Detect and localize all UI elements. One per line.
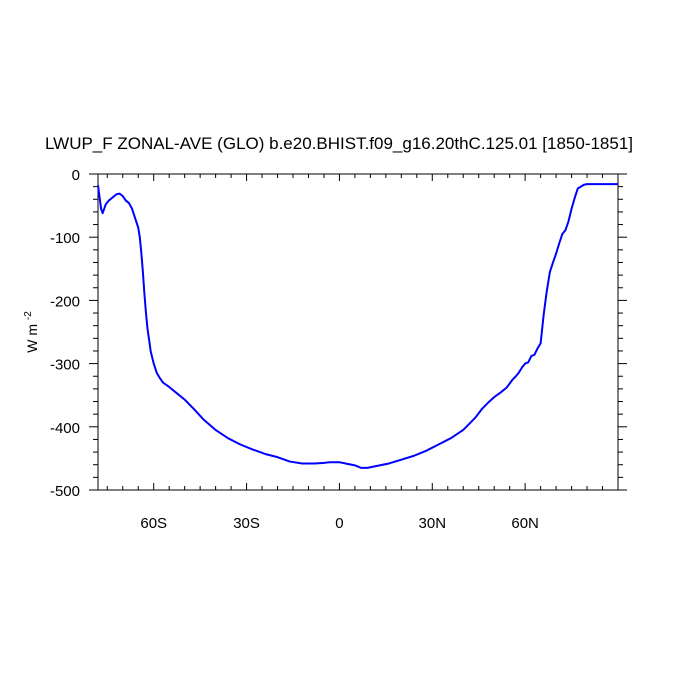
y-tick-label: -100 bbox=[50, 230, 80, 247]
ticks-layer bbox=[89, 173, 627, 491]
y-axis-label: W m -2 bbox=[23, 311, 40, 353]
x-tick-label: 60N bbox=[511, 515, 539, 532]
x-tick-label: 60S bbox=[140, 515, 167, 532]
series-layer bbox=[97, 183, 618, 469]
x-tick-label: 0 bbox=[335, 515, 343, 532]
series-line-1 bbox=[97, 183, 618, 469]
plot-frame bbox=[97, 173, 619, 491]
y-tick-label: -200 bbox=[50, 293, 80, 310]
chart-title: LWUP_F ZONAL-AVE (GLO) b.e20.BHIST.f09_g… bbox=[45, 134, 633, 153]
y-tick-label: -300 bbox=[50, 357, 80, 374]
x-tick-label: 30N bbox=[419, 515, 447, 532]
y-axis-label-main: W m bbox=[24, 324, 40, 353]
y-tick-label: -400 bbox=[50, 420, 80, 437]
x-tick-label: 30S bbox=[233, 515, 260, 532]
y-axis-label-superscript: -2 bbox=[23, 311, 34, 320]
y-tick-label: 0 bbox=[72, 167, 80, 184]
tick-labels-layer: 60S 30S 0 30N 60N 0 -100 -200 -300 -400 -500 bbox=[50, 167, 539, 532]
y-tick-label: -500 bbox=[50, 483, 80, 500]
